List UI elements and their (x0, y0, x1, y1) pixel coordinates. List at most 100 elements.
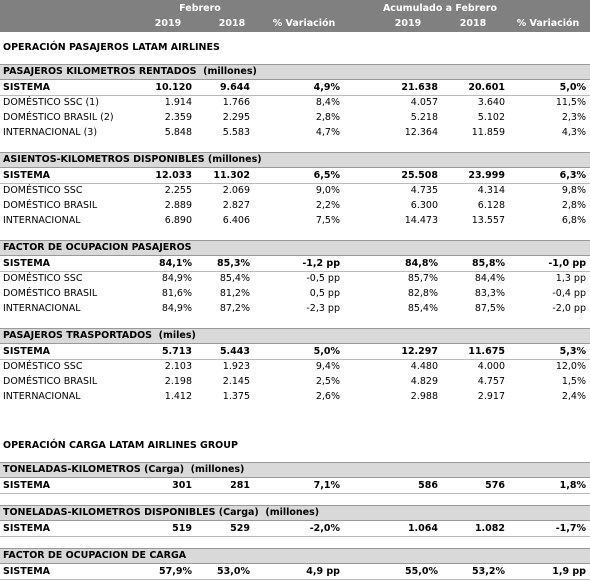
cell-value: 1,3 pp (555, 273, 586, 284)
cell-value: -0,5 pp (306, 273, 340, 284)
cell-value: 4,7% (315, 127, 340, 138)
cell-value: 85,8% (472, 258, 505, 269)
row-label: DOMÉSTICO BRASIL (3, 288, 98, 299)
cell-value: 2.917 (477, 391, 505, 402)
cell-value: 2.198 (164, 376, 192, 387)
cell-value: 1,5% (561, 376, 586, 387)
cell-value: 301 (172, 480, 192, 491)
cell-value: 2.145 (222, 376, 250, 387)
cell-value: 586 (418, 480, 438, 491)
cell-value: 8,4% (315, 97, 340, 108)
section-band (0, 328, 590, 344)
row-label: SISTEMA (3, 82, 50, 93)
cell-value: 5.713 (161, 346, 192, 357)
cell-value: 4.480 (410, 361, 438, 372)
cell-value: 2,8% (561, 200, 586, 211)
cell-value: 281 (230, 480, 250, 491)
row-label: SISTEMA (3, 566, 50, 577)
cell-value: 7,1% (313, 480, 340, 491)
cell-value: 84,9% (161, 273, 192, 284)
cell-value: 2,5% (315, 376, 340, 387)
cell-value: 83,3% (474, 288, 505, 299)
section-band (0, 505, 590, 521)
cell-value: 4.314 (477, 185, 505, 196)
cell-value: 9.644 (219, 82, 250, 93)
row-label: DOMÉSTICO SSC (3, 185, 83, 196)
cell-value: 5,0% (559, 82, 586, 93)
cell-value: -2,0% (309, 523, 340, 534)
section-title: TONELADAS-KILOMETROS DISPONIBLES (Carga)… (3, 507, 320, 518)
cell-value: 6,8% (561, 215, 586, 226)
cell-value: 55,0% (405, 566, 438, 577)
row-label: DOMÉSTICO BRASIL (3, 200, 98, 211)
cell-value: 11.859 (471, 127, 505, 138)
row-line (0, 493, 590, 494)
cell-value: 1.766 (222, 97, 250, 108)
cell-value: 5,3% (559, 346, 586, 357)
cell-value: 1,8% (559, 480, 586, 491)
cell-value: 1.064 (407, 523, 438, 534)
cell-value: 1.914 (164, 97, 192, 108)
cell-value: 2.889 (164, 200, 192, 211)
row-line (0, 579, 590, 580)
section-band (0, 240, 590, 256)
cell-value: 2,8% (315, 112, 340, 123)
cell-value: 4,3% (561, 127, 586, 138)
cell-value: 2.255 (164, 185, 192, 196)
cell-value: 10.120 (155, 82, 192, 93)
cell-value: 6.300 (410, 200, 438, 211)
accumulated-label: Acumulado a Febrero (382, 3, 498, 14)
section-title: PASAJEROS KILOMETROS RENTADOS (millones) (3, 66, 257, 77)
cell-value: 11,5% (555, 97, 586, 108)
cell-value: 84,1% (159, 258, 192, 269)
column-header: 2018 (459, 18, 487, 29)
cell-value: 4.735 (410, 185, 438, 196)
cell-value: 87,5% (474, 303, 505, 314)
row-label: DOMÉSTICO BRASIL (2) (3, 112, 114, 123)
group-title: OPERACIÓN PASAJEROS LATAM AIRLINES (3, 42, 220, 53)
cell-value: 84,8% (405, 258, 438, 269)
header-band (0, 0, 590, 32)
cell-value: 12.033 (155, 170, 192, 181)
cell-value: 4.057 (410, 97, 438, 108)
cell-value: 5.443 (219, 346, 250, 357)
cell-value: 57,9% (159, 566, 192, 577)
cell-value: 1.082 (474, 523, 505, 534)
cell-value: 3.640 (477, 97, 505, 108)
cell-value: 2.103 (164, 361, 192, 372)
cell-value: 4.000 (477, 361, 505, 372)
section-band (0, 462, 590, 478)
column-header: 2018 (218, 18, 246, 29)
cell-value: 5,0% (313, 346, 340, 357)
cell-value: 519 (172, 523, 192, 534)
cell-value: 14.473 (404, 215, 438, 226)
cell-value: 2.988 (410, 391, 438, 402)
cell-value: 2.359 (164, 112, 192, 123)
cell-value: 4.829 (410, 376, 438, 387)
cell-value: -1,0 pp (548, 258, 586, 269)
cell-value: 0,5 pp (309, 288, 340, 299)
cell-value: 82,8% (407, 288, 438, 299)
section-title: ASIENTOS-KILOMETROS DISPONIBLES (millone… (3, 154, 262, 165)
cell-value: 2.069 (222, 185, 250, 196)
section-band (0, 152, 590, 168)
row-label: INTERNACIONAL (3, 215, 81, 226)
column-header: 2019 (394, 18, 422, 29)
row-label: INTERNACIONAL (3, 303, 81, 314)
row-label: SISTEMA (3, 170, 50, 181)
cell-value: 9,0% (315, 185, 340, 196)
row-label: SISTEMA (3, 258, 50, 269)
row-line (0, 271, 590, 272)
column-header: % Variación (516, 18, 580, 29)
row-label: SISTEMA (3, 523, 50, 534)
cell-value: 6.890 (164, 215, 192, 226)
group-title: OPERACIÓN CARGA LATAM AIRLINES GROUP (3, 440, 238, 451)
cell-value: -0,4 pp (552, 288, 586, 299)
cell-value: 2.295 (222, 112, 250, 123)
row-label: SISTEMA (3, 480, 50, 491)
cell-value: 84,4% (474, 273, 505, 284)
cell-value: 84,9% (161, 303, 192, 314)
cell-value: 25.508 (401, 170, 438, 181)
cell-value: -1,7% (555, 523, 586, 534)
